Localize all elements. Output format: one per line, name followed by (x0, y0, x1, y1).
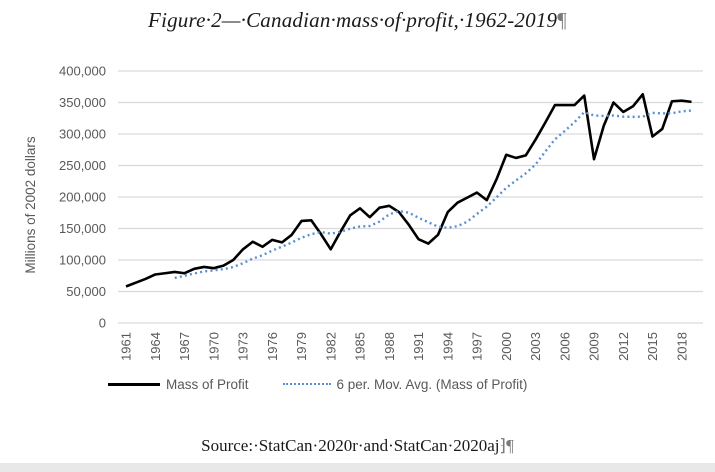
series-line-mass-of-profit (125, 93, 692, 288)
x-tick-label: 1967 (177, 332, 192, 361)
y-tick-label: 400,000 (59, 64, 106, 79)
y-tick-label: 0 (99, 316, 106, 331)
x-tick-label: 1976 (265, 332, 280, 361)
x-tick-label: 1982 (323, 332, 338, 361)
legend: Mass of Profit 6 per. Mov. Avg. (Mass of… (108, 373, 561, 395)
legend-item-moving-average: 6 per. Mov. Avg. (Mass of Profit) (282, 376, 528, 392)
x-tick-label: 1964 (148, 332, 163, 361)
x-tick-label: 2015 (645, 332, 660, 361)
x-tick-label: 1970 (206, 332, 221, 361)
x-tick-label: 2009 (587, 332, 602, 361)
x-tick-label: 2000 (499, 332, 514, 361)
x-tick-label: 2006 (557, 332, 572, 361)
gridlines (118, 70, 703, 324)
x-tick-label: 2018 (674, 332, 689, 361)
y-tick-label: 350,000 (59, 95, 106, 110)
y-tick-label: 250,000 (59, 158, 106, 173)
x-tick-label: 1979 (294, 332, 309, 361)
x-tick-label: 2003 (528, 332, 543, 361)
x-tick-label: 1961 (119, 332, 134, 361)
legend-swatch-solid (108, 382, 160, 386)
y-tick-label: 50,000 (66, 284, 106, 299)
y-axis-label: Millions of 2002 dollars (23, 136, 38, 274)
figure-title: Figure·2—·Canadian·mass·of·profit,·1962-… (0, 8, 715, 33)
legend-label: 6 per. Mov. Avg. (Mass of Profit) (336, 376, 528, 392)
y-tick-label: 100,000 (59, 253, 106, 268)
y-tick-label: 200,000 (59, 190, 106, 205)
source-caption: Source:·StatCan·2020r·and·StatCan·2020aj… (0, 436, 715, 456)
x-tick-label: 1973 (236, 332, 251, 361)
x-axis-ticks: 1961 1964 1967 1970 1973 1976 1979 1982 1985 1988… (119, 332, 690, 361)
y-axis-ticks: 0 50,000 100,000 150,000 200,000 250,000 300,0… (59, 64, 106, 331)
pilcrow-mark: ¶ (557, 8, 567, 32)
x-tick-label: 1997 (470, 332, 485, 361)
x-tick-label: 1985 (353, 332, 368, 361)
legend-label: Mass of Profit (166, 376, 249, 392)
x-tick-label: 1988 (382, 332, 397, 361)
window-bottom-bar (0, 463, 715, 472)
figure-title-text: Figure·2—·Canadian·mass·of·profit,·1962-… (148, 8, 558, 32)
x-tick-label: 1991 (411, 332, 426, 361)
legend-swatch-dotted (282, 383, 331, 385)
x-tick-label: 2012 (616, 332, 631, 361)
source-text: Source:·StatCan·2020r·and·StatCan·2020aj (201, 436, 500, 455)
x-tick-label: 1994 (440, 332, 455, 361)
series-group (125, 93, 692, 288)
legend-item-mass-of-profit: Mass of Profit (108, 377, 249, 392)
field-mark: ⁆¶ (499, 436, 514, 455)
series-line-moving-average (174, 109, 692, 280)
y-tick-label: 300,000 (59, 127, 106, 142)
y-tick-label: 150,000 (59, 221, 106, 236)
